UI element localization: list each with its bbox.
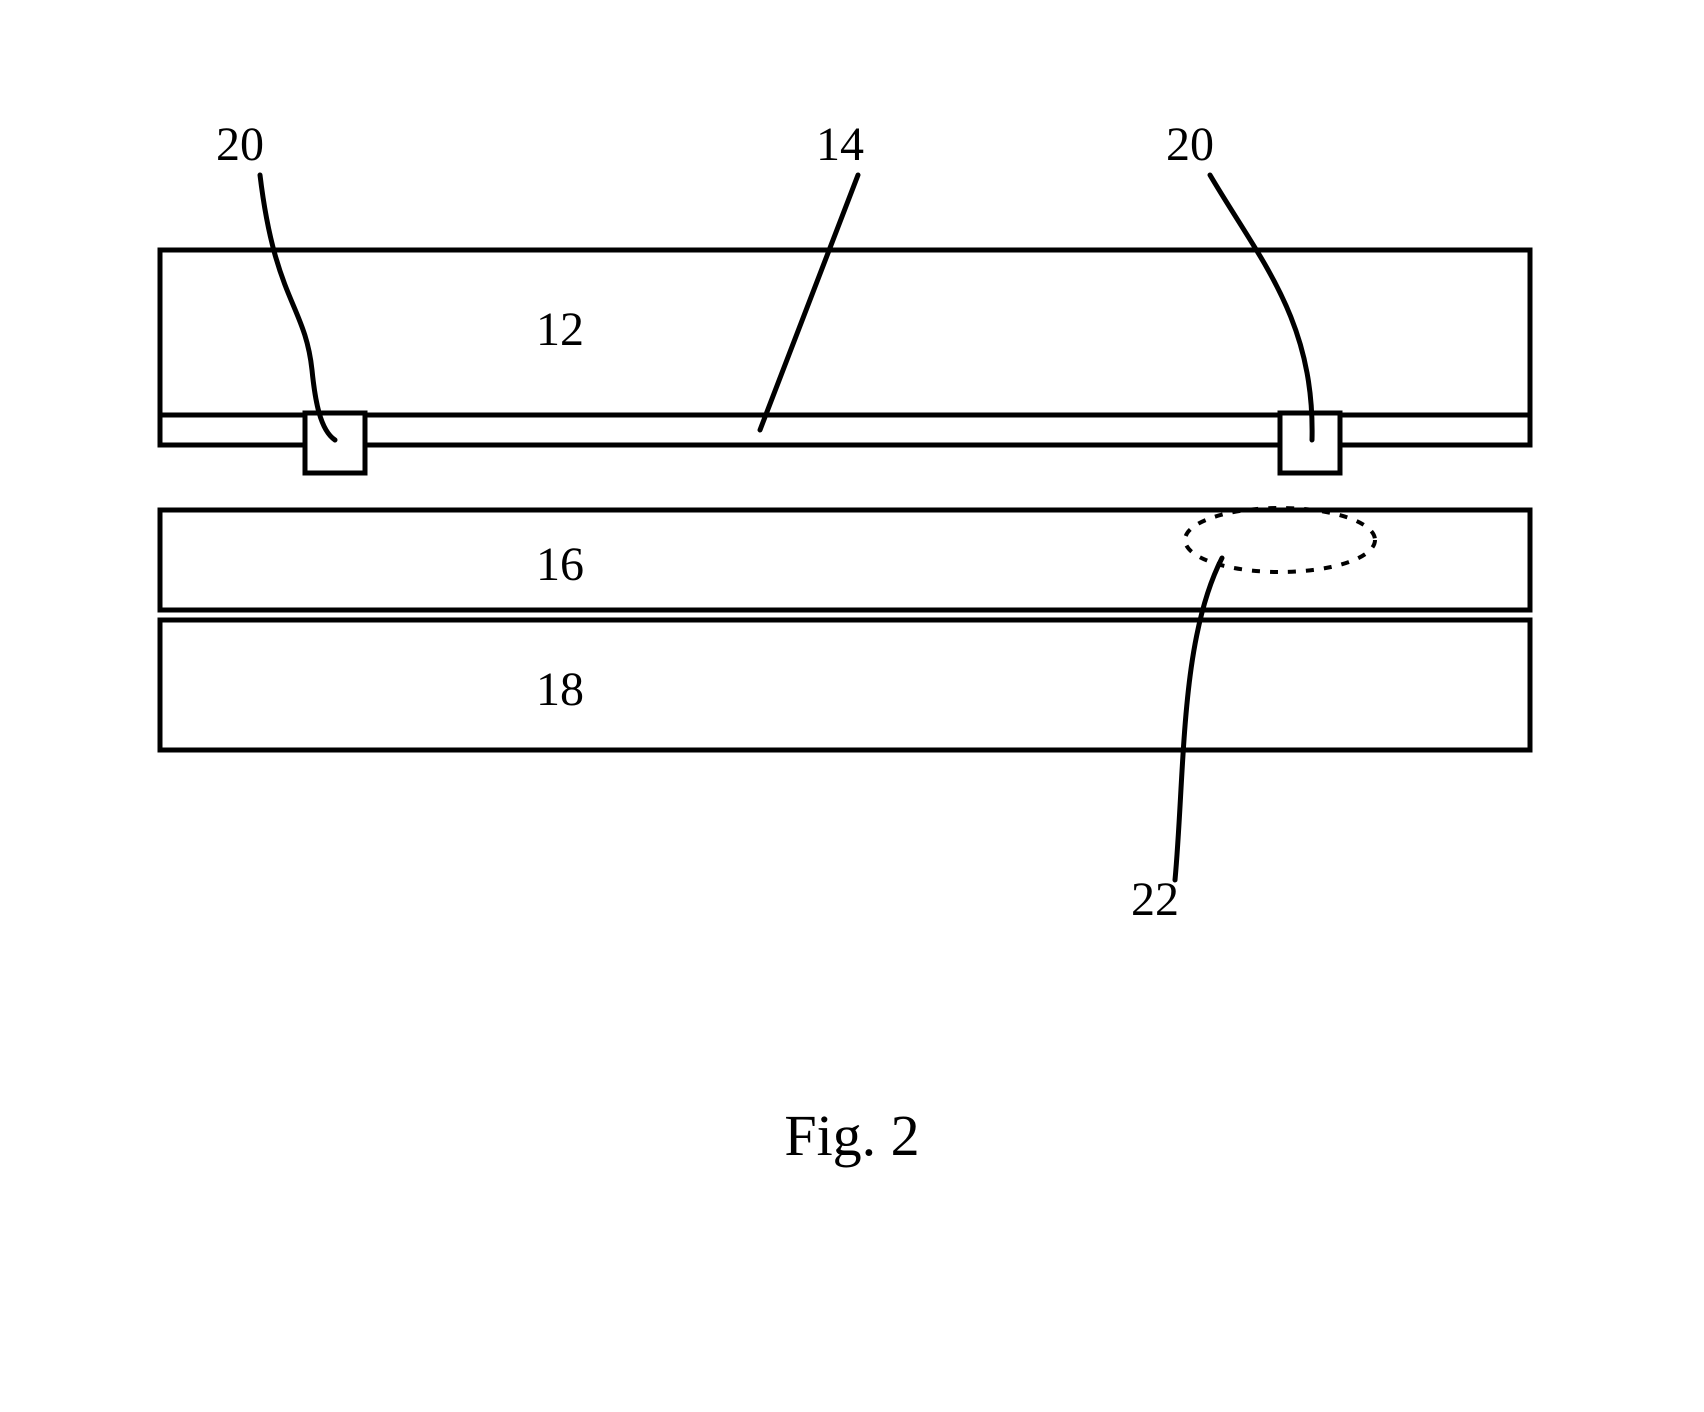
layer-12	[160, 250, 1530, 415]
figure-caption: Fig. 2	[784, 1103, 919, 1168]
ref-c20_left: 20	[216, 118, 264, 171]
layer-18	[160, 620, 1530, 750]
layer-16	[160, 510, 1530, 610]
ref-18: 18	[536, 663, 584, 716]
ref-12: 12	[536, 303, 584, 356]
ref-c20_right: 20	[1166, 118, 1214, 171]
ref-c22: 22	[1131, 873, 1179, 926]
ref-16: 16	[536, 538, 584, 591]
ref-c14: 14	[816, 118, 864, 171]
